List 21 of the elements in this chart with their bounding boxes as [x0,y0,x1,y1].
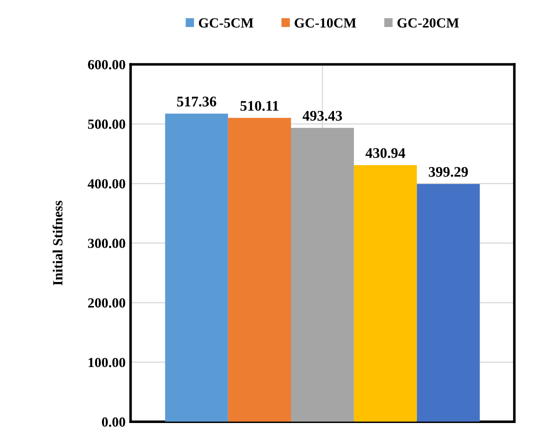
y-tick-label: 600.00 [88,60,126,70]
bar [165,114,228,422]
bar [354,165,417,422]
y-tick-label: 500.00 [88,120,126,129]
bar [228,118,291,422]
y-tick-label: 300.00 [88,238,126,248]
data-label: 430.94 [366,148,406,158]
y-tick-label: 200.00 [88,298,126,308]
data-label: 399.29 [428,167,468,177]
y-tick-label: 400.00 [88,179,126,189]
data-label: 510.11 [240,100,278,111]
legend-label: GC-5CM [198,18,254,28]
bar [416,184,480,422]
y-tick-label: 100.00 [88,358,126,368]
legend-label: GC-20CM [397,18,459,28]
bar [290,128,354,422]
data-label: 493.43 [302,110,342,121]
y-axis-title: Initial Stifness [52,200,62,286]
data-label: 517.36 [177,96,216,107]
y-tick-label: 0.00 [102,417,126,427]
legend-label: GC-10CM [294,18,356,28]
